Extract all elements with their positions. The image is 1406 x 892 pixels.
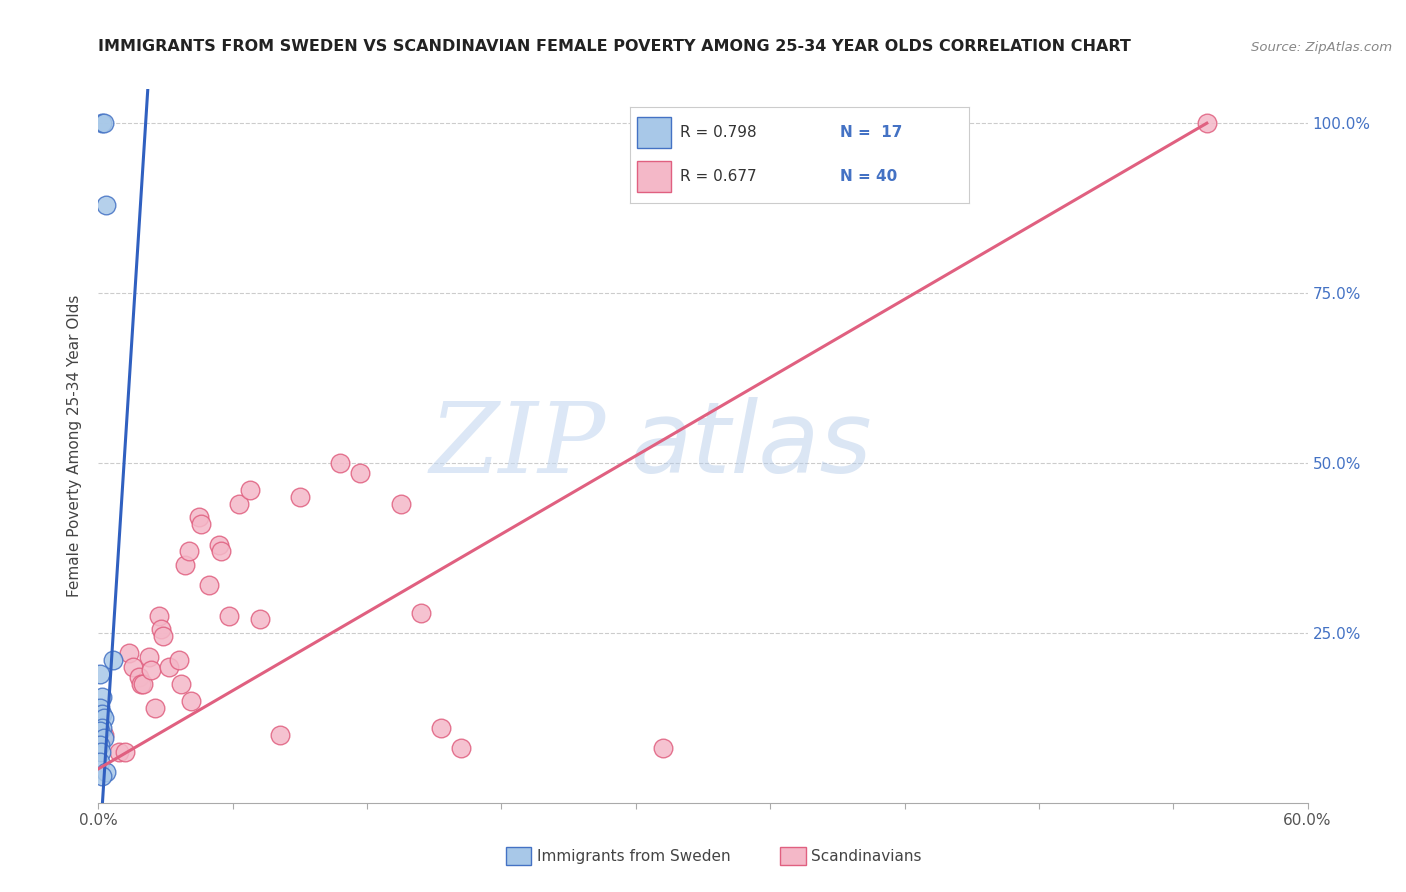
Point (208, 537, 231, 551)
Point (101, 653, 124, 667)
Point (389, 497, 412, 511)
Point (1195, 116, 1218, 130)
Point (90, 745, 112, 759)
Point (170, 677, 193, 691)
Point (853, 116, 876, 130)
Point (288, 490, 311, 504)
Point (149, 623, 172, 637)
Text: Scandinavians: Scandinavians (811, 849, 922, 863)
Point (107, 745, 129, 759)
Point (121, 660, 143, 674)
Text: ZIP: ZIP (430, 399, 606, 493)
Point (89, 666, 111, 681)
Point (91, 707, 114, 722)
Point (89, 700, 111, 714)
Point (89, 755, 111, 769)
Point (139, 663, 162, 677)
Point (143, 700, 166, 714)
Point (180, 694, 202, 708)
Point (349, 466, 371, 480)
Point (651, 741, 673, 756)
Point (93, 116, 115, 130)
Point (128, 670, 150, 684)
Point (218, 608, 240, 623)
Point (209, 544, 232, 558)
Point (96, 765, 118, 780)
Point (430, 721, 453, 735)
Point (118, 646, 141, 660)
Point (450, 741, 472, 756)
Point (269, 728, 291, 742)
Point (91, 721, 114, 735)
Point (228, 497, 250, 511)
Point (152, 629, 174, 643)
Point (249, 612, 271, 626)
Point (157, 660, 180, 674)
Text: Source: ZipAtlas.com: Source: ZipAtlas.com (1251, 40, 1392, 54)
Point (190, 517, 212, 532)
Point (188, 510, 211, 524)
Point (198, 578, 221, 592)
Point (89, 738, 111, 752)
Text: Immigrants from Sweden: Immigrants from Sweden (537, 849, 731, 863)
Point (89, 724, 111, 739)
Point (409, 606, 432, 620)
Y-axis label: Female Poverty Among 25-34 Year Olds: Female Poverty Among 25-34 Year Olds (67, 295, 83, 597)
Point (138, 649, 160, 664)
Point (114, 745, 136, 759)
Point (174, 558, 197, 572)
Text: atlas: atlas (630, 398, 872, 494)
Point (132, 677, 155, 691)
Text: IMMIGRANTS FROM SWEDEN VS SCANDINAVIAN FEMALE POVERTY AMONG 25-34 YEAR OLDS CORR: IMMIGRANTS FROM SWEDEN VS SCANDINAVIAN F… (98, 38, 1132, 54)
Point (93, 711, 115, 725)
Point (96, 198, 118, 212)
Point (91, 769, 114, 783)
Point (329, 456, 352, 470)
Point (148, 608, 170, 623)
Point (239, 483, 262, 498)
Point (179, 544, 201, 558)
Point (93, 731, 115, 746)
Point (93, 728, 115, 742)
Point (91, 690, 114, 705)
Point (167, 653, 190, 667)
Point (129, 677, 152, 691)
Point (91, 116, 114, 130)
